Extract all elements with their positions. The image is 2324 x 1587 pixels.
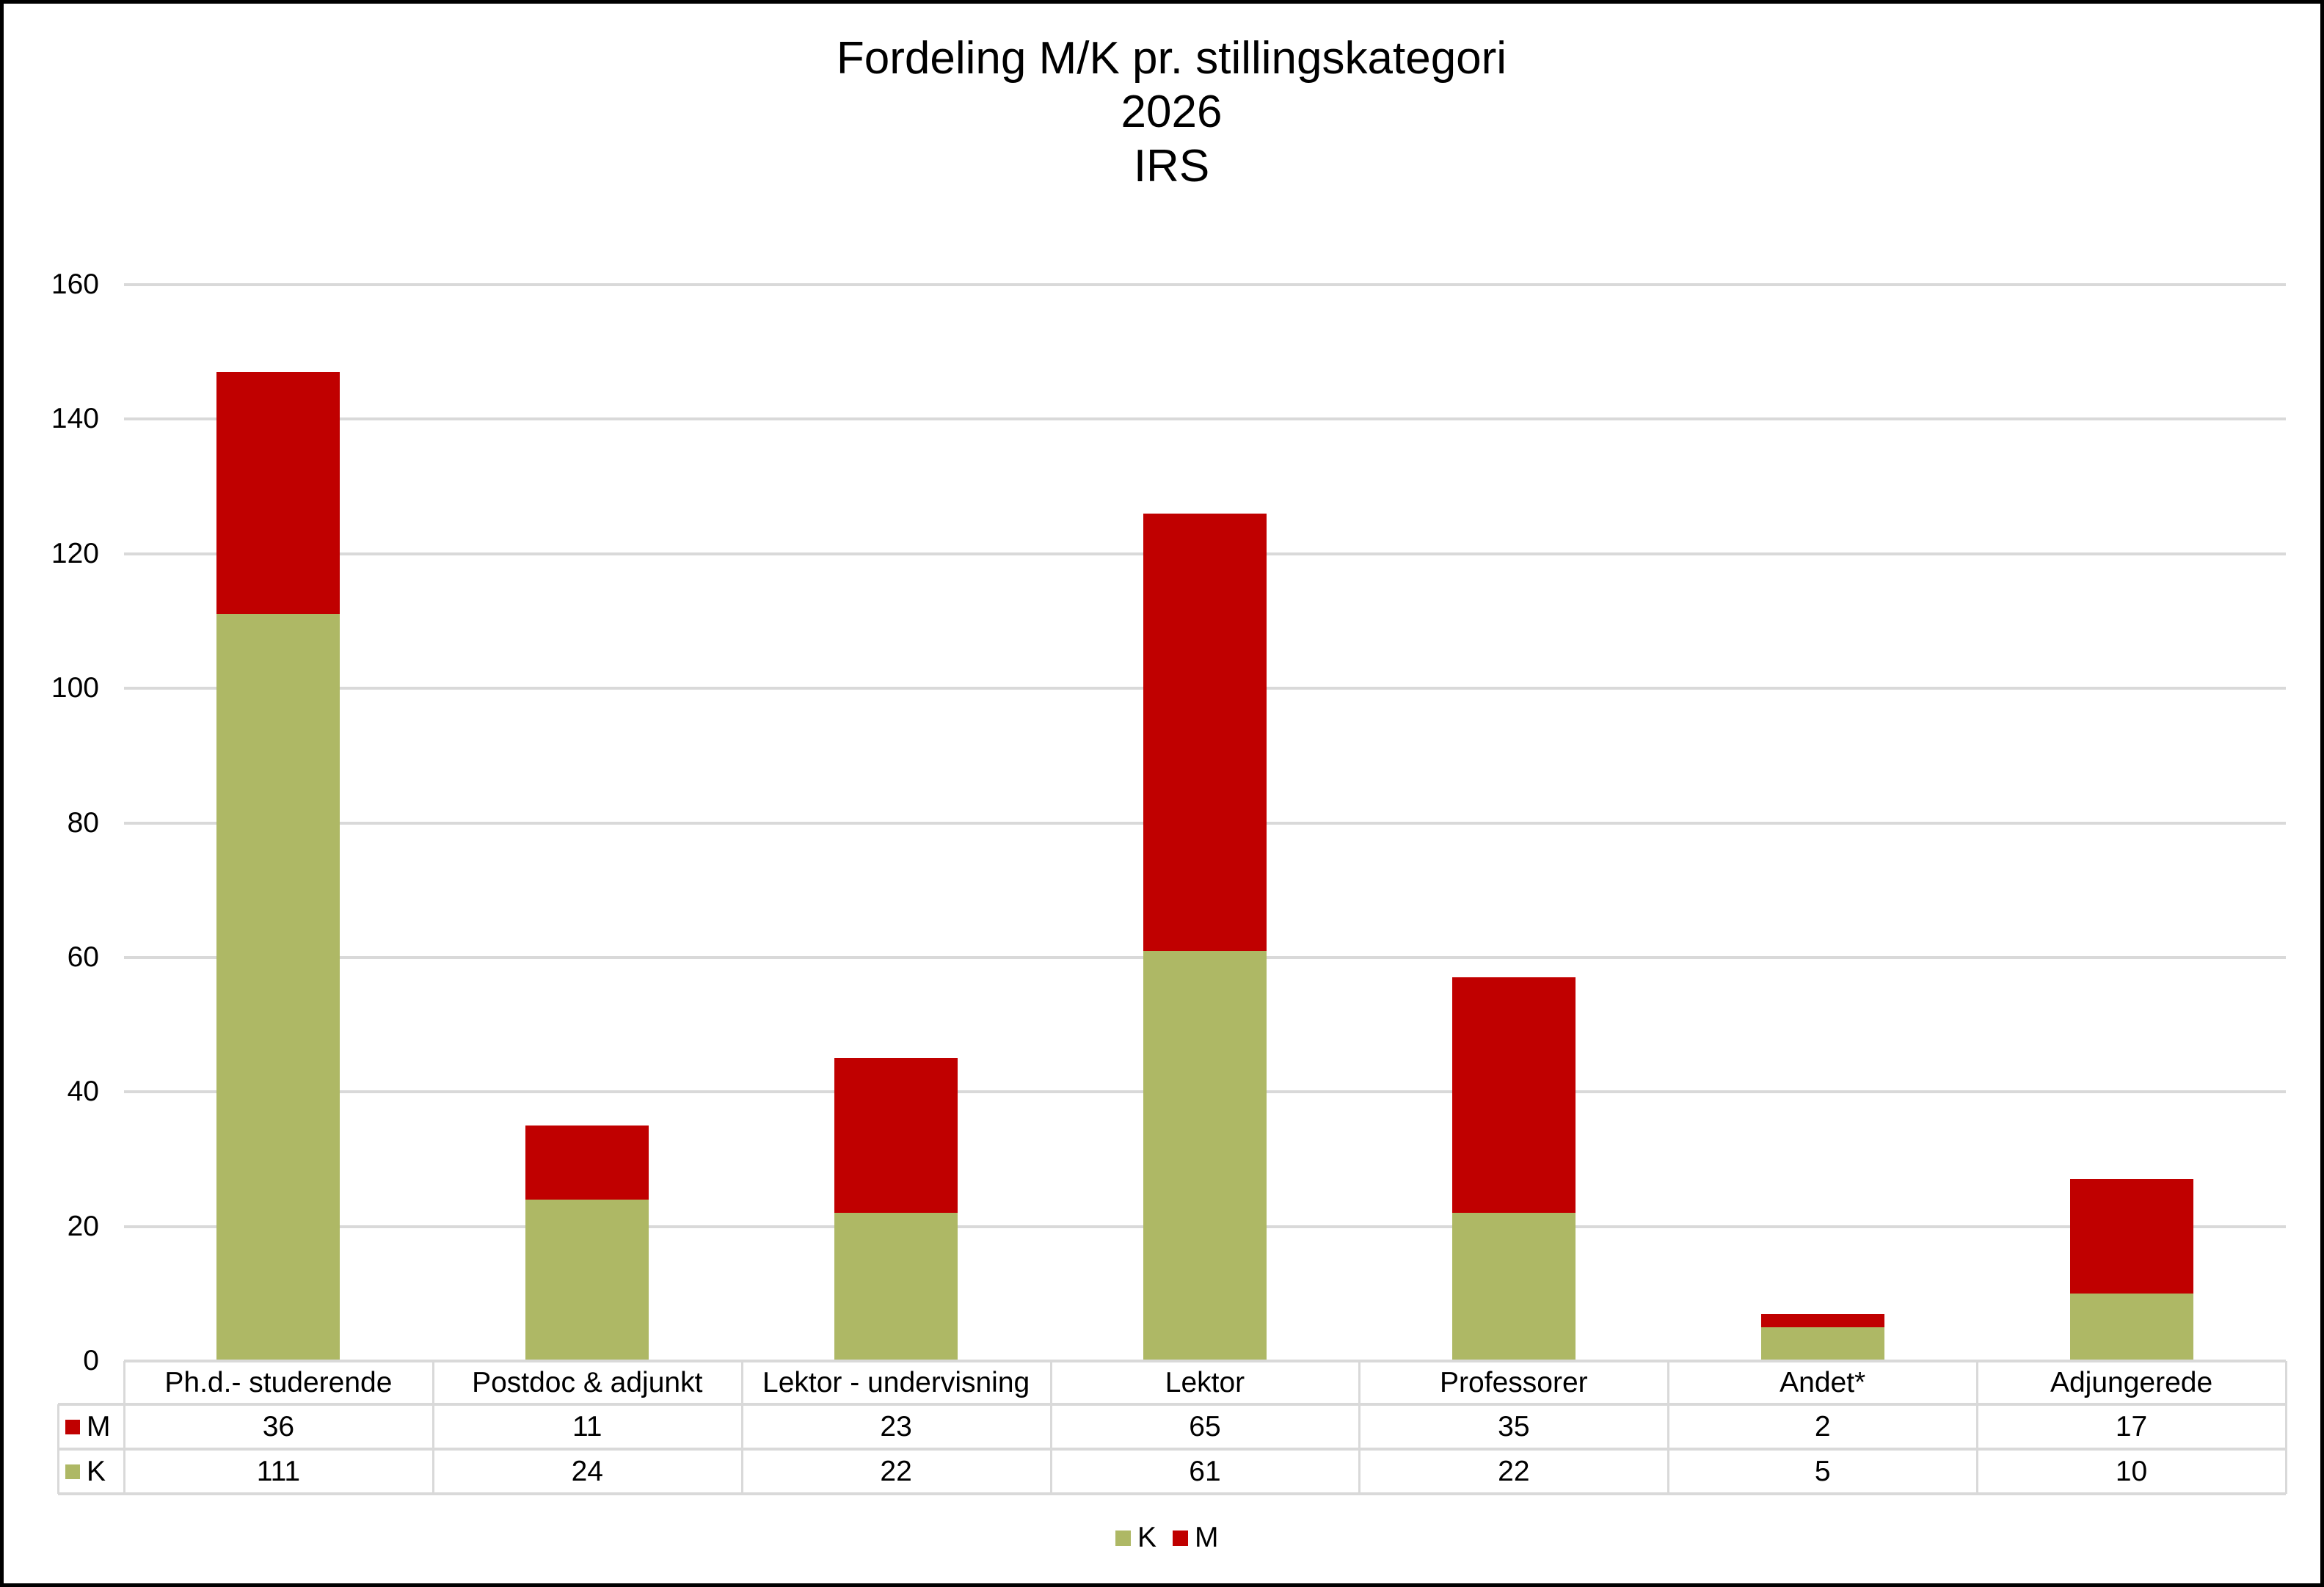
y-tick-label: 120 <box>51 537 99 569</box>
table-cell-value: 35 <box>1498 1410 1530 1442</box>
category-label: Ph.d.- studerende <box>164 1366 393 1398</box>
gridline <box>124 283 2286 286</box>
chart-subtitle-unit: IRS <box>1133 141 1210 191</box>
bar-segment-k <box>525 1199 649 1361</box>
legend-swatch-m <box>1173 1530 1188 1546</box>
table-row-divider <box>58 1448 2286 1451</box>
table-row-header-m: M <box>65 1404 111 1449</box>
table-border-top <box>124 1360 2286 1362</box>
table-col-divider <box>57 1404 59 1494</box>
bar-segment-m <box>525 1126 649 1200</box>
table-col-divider <box>2285 1361 2287 1494</box>
category-label: Adjungerede <box>2050 1366 2213 1398</box>
table-cell-value: 111 <box>256 1455 301 1487</box>
legend-label: K <box>1137 1522 1157 1553</box>
table-cell-value: 22 <box>1498 1455 1530 1487</box>
legend-swatch-k <box>65 1464 80 1479</box>
category-label: Professorer <box>1440 1366 1588 1398</box>
table-cell-value: 2 <box>1814 1410 1831 1442</box>
chart-subtitle-year: 2026 <box>1121 87 1223 137</box>
table-cell-value: 5 <box>1814 1455 1831 1487</box>
legend-item-k[interactable]: K <box>1115 1522 1156 1554</box>
bar-segment-m <box>834 1058 958 1214</box>
legend-swatch-m <box>65 1419 80 1434</box>
bar-segment-k <box>1451 1213 1576 1361</box>
y-tick-label: 20 <box>67 1210 99 1242</box>
category-label: Andet* <box>1780 1366 1866 1398</box>
bar-segment-k <box>2069 1294 2193 1361</box>
chart-title: Fordeling M/K pr. stillingskategori <box>836 33 1507 84</box>
table-cell-value: 61 <box>1189 1455 1221 1487</box>
table-cell-value: 11 <box>572 1410 602 1442</box>
bar-segment-m <box>1143 513 1267 951</box>
y-tick-label: 60 <box>67 941 99 973</box>
table-col-divider <box>1049 1361 1052 1494</box>
table-col-divider <box>1358 1361 1361 1494</box>
table-cell-value: 22 <box>880 1455 912 1487</box>
table-col-divider <box>1976 1361 1979 1494</box>
table-cell-value: 65 <box>1189 1410 1221 1442</box>
bar-segment-m <box>1760 1313 1884 1328</box>
row-label: K <box>87 1455 106 1487</box>
table-row-divider <box>58 1492 2286 1495</box>
y-tick-label: 80 <box>67 806 99 839</box>
table-col-divider <box>123 1361 125 1494</box>
y-tick-label: 100 <box>51 672 99 704</box>
category-label: Postdoc & adjunkt <box>472 1366 703 1398</box>
table-col-divider <box>1667 1361 1670 1494</box>
category-label: Lektor <box>1165 1366 1245 1398</box>
bar-segment-k <box>216 614 340 1361</box>
legend-swatch-k <box>1115 1530 1131 1546</box>
table-cell-value: 24 <box>571 1455 603 1487</box>
bar-segment-k <box>1760 1327 1884 1361</box>
table-cell-value: 36 <box>262 1410 295 1442</box>
table-cell-value: 23 <box>880 1410 912 1442</box>
row-label: M <box>87 1410 111 1442</box>
legend-item-m[interactable]: M <box>1173 1522 1219 1554</box>
table-col-divider <box>431 1361 434 1494</box>
table-cell-value: 10 <box>2115 1455 2148 1487</box>
y-tick-label: 140 <box>51 403 99 435</box>
table-row-divider <box>58 1403 2286 1406</box>
table-row-header-k: K <box>65 1449 106 1494</box>
category-label: Lektor - undervisning <box>762 1366 1030 1398</box>
y-tick-label: 40 <box>67 1076 99 1108</box>
y-tick-label: 0 <box>83 1345 99 1376</box>
legend-label: M <box>1195 1522 1219 1553</box>
table-cell-value: 17 <box>2115 1410 2148 1442</box>
bar-segment-k <box>1143 950 1267 1361</box>
gridline <box>124 417 2286 421</box>
bar-segment-m <box>1451 977 1576 1214</box>
bar-segment-m <box>2069 1179 2193 1294</box>
bar-segment-k <box>834 1213 958 1361</box>
y-tick-label: 160 <box>51 269 99 300</box>
bar-segment-m <box>216 372 340 615</box>
table-col-divider <box>740 1361 743 1494</box>
